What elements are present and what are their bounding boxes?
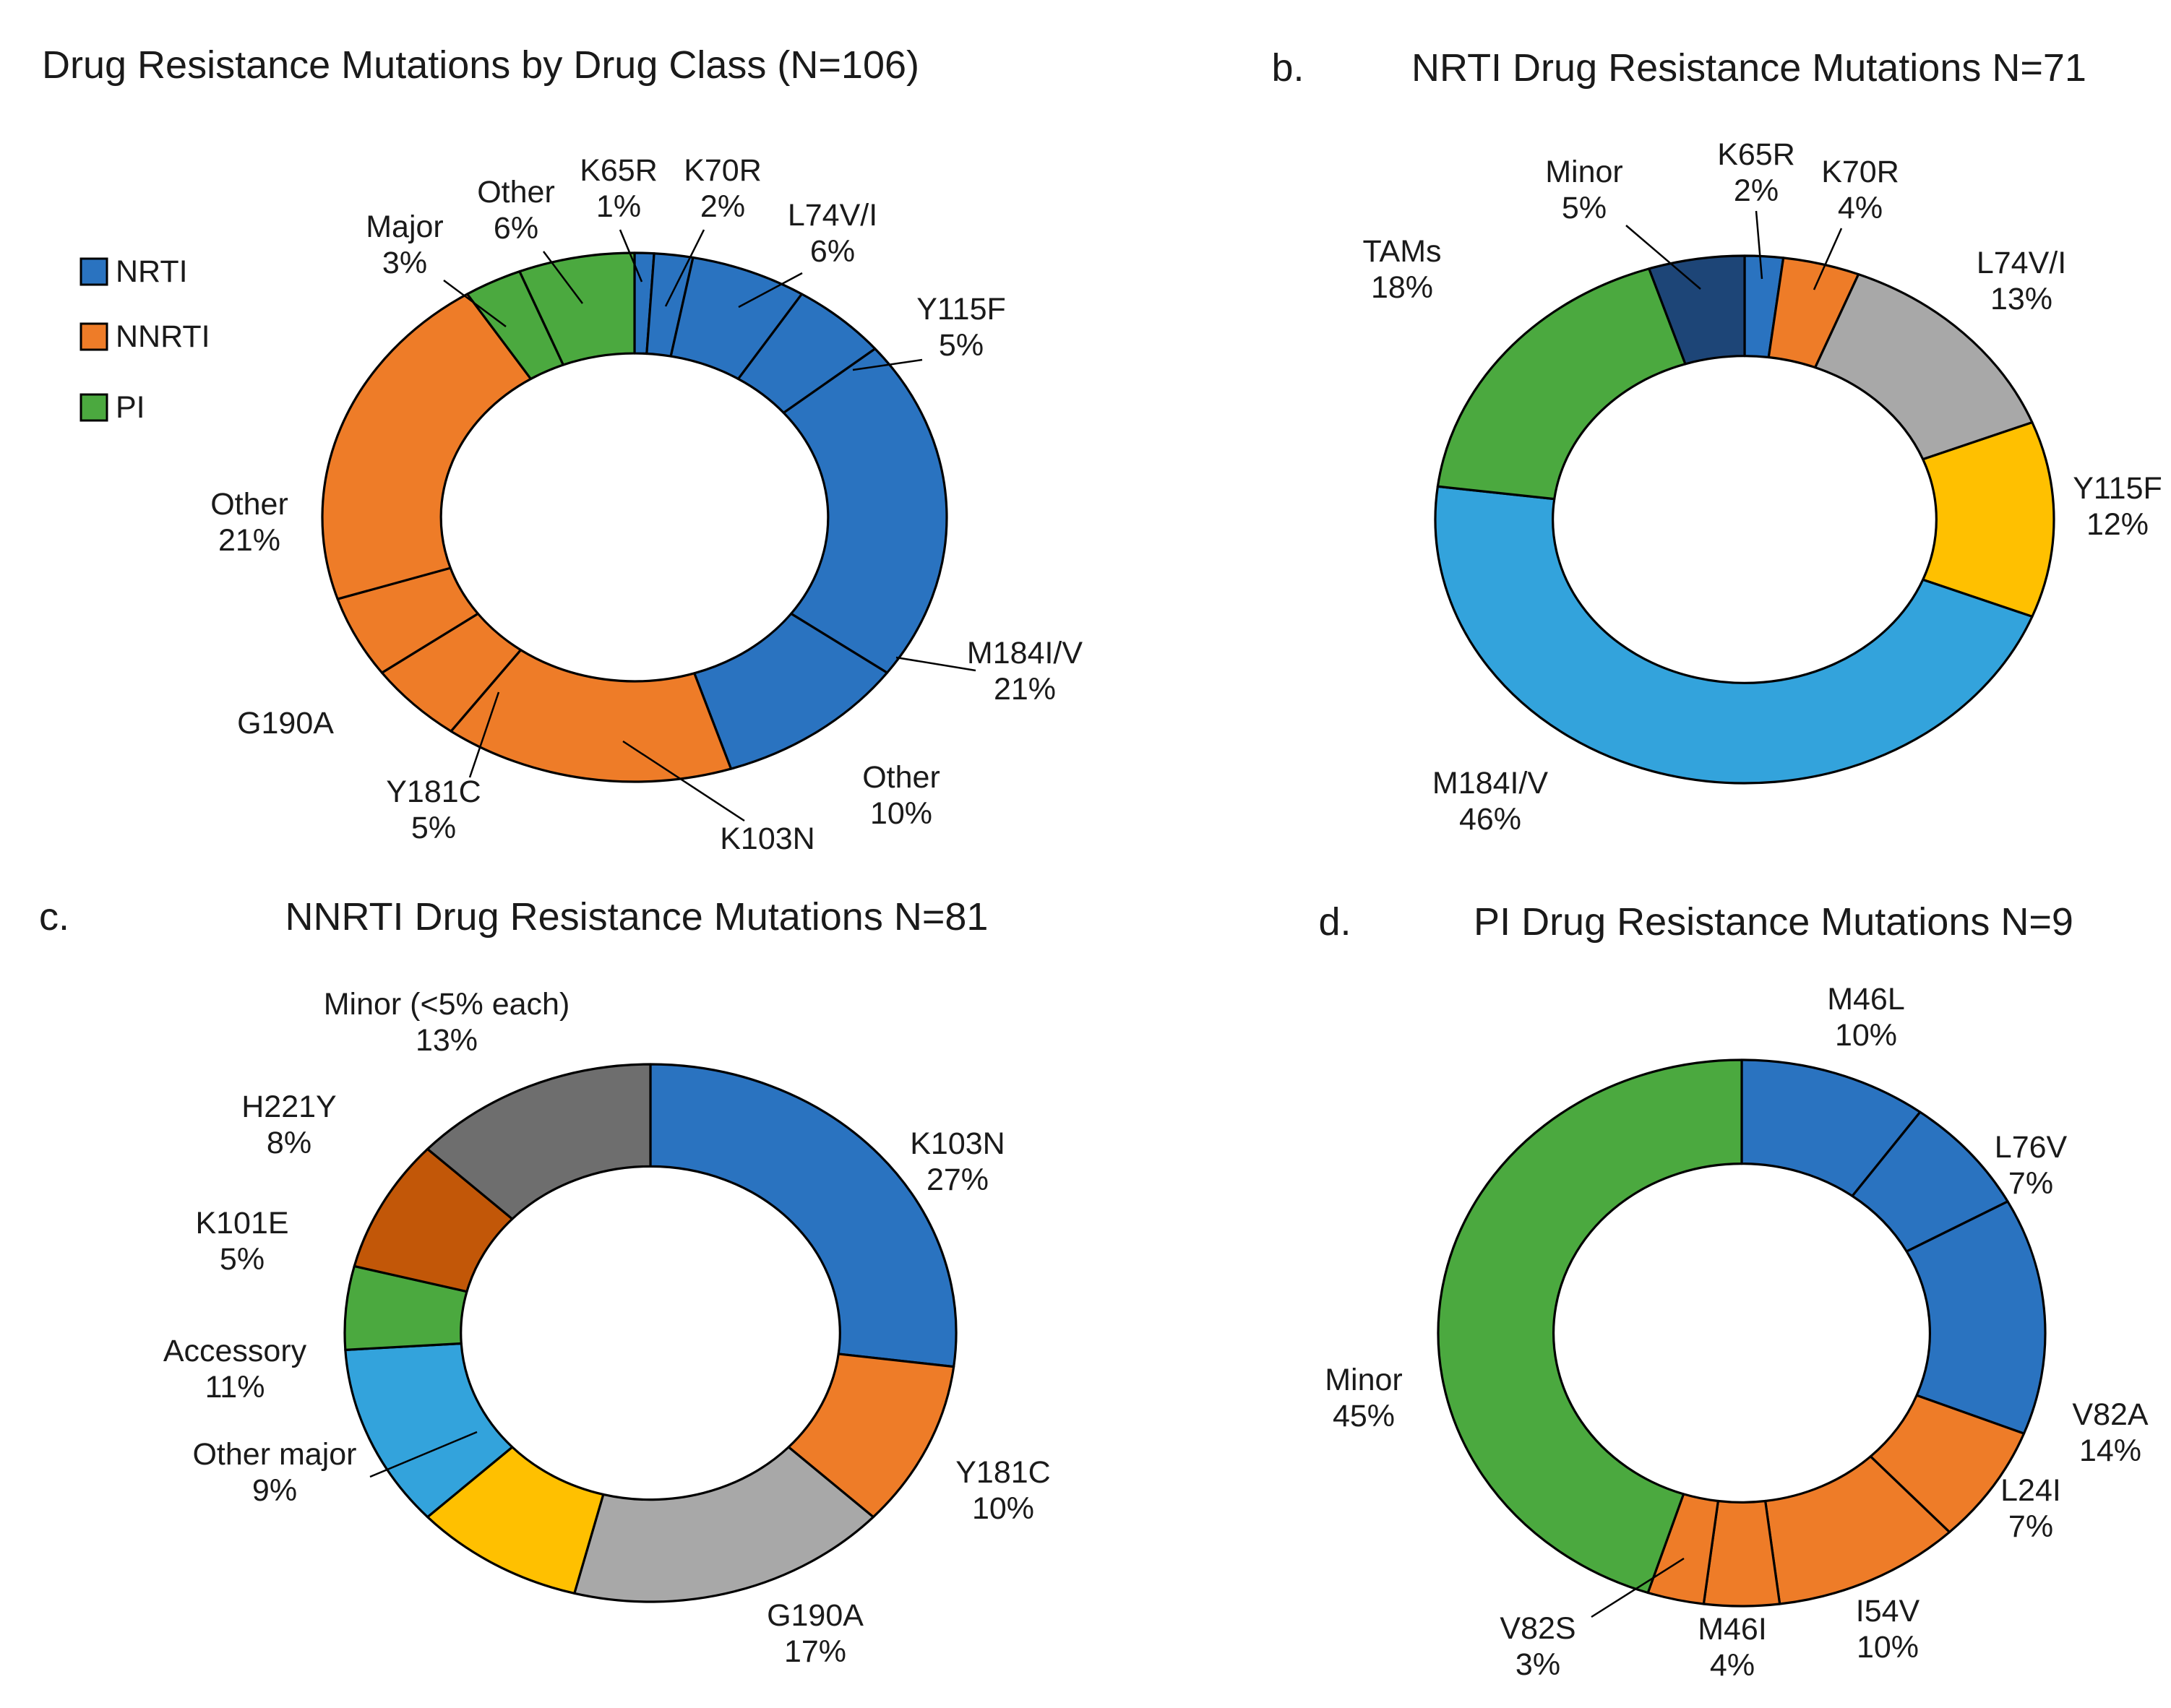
segment-label-l76v: L76V 7% bbox=[1995, 1130, 2068, 1201]
segment-label-k101e: K101E 5% bbox=[195, 1206, 288, 1277]
donut-chart-drug-class: Drug Resistance Mutations by Drug Class … bbox=[42, 43, 1083, 856]
segment-label-i54v: I54V 10% bbox=[1856, 1594, 1920, 1665]
segment-label-other: Other 10% bbox=[862, 760, 940, 831]
segment-label-other-major: Other major 9% bbox=[192, 1437, 356, 1508]
donut-segment-k103n bbox=[450, 648, 733, 783]
leader-line-k70r bbox=[1813, 228, 1843, 290]
segment-label-y115f: Y115F 5% bbox=[916, 292, 1006, 363]
leader-line-k65r bbox=[619, 229, 643, 282]
legend-label-nrti: NRTI bbox=[116, 254, 188, 289]
donut-segment-m184i-v bbox=[782, 348, 948, 674]
donut-segment-other bbox=[321, 293, 533, 600]
segment-label-k103n: K103N 27% bbox=[910, 1126, 1005, 1197]
segment-label-l24i: L24I 7% bbox=[2000, 1473, 2061, 1544]
segment-label-v82a: V82A 14% bbox=[2072, 1397, 2149, 1468]
donut-segment-l74v-i bbox=[1814, 273, 2034, 461]
segment-label-minor-5-each-: Minor (<5% each) 13% bbox=[324, 987, 570, 1058]
panel-a-all-classes: Drug Resistance Mutations by Drug Class … bbox=[0, 0, 1086, 856]
legend-label-nnrti: NNRTI bbox=[116, 319, 210, 354]
donut-chart-nnrti: c. NNRTI Drug Resistance Mutations N=81 … bbox=[39, 895, 1051, 1669]
segment-label-h221y: H221Y 8% bbox=[241, 1090, 336, 1160]
segment-label-k65r: K65R 1% bbox=[580, 153, 658, 224]
segment-label-l74v-i: L74V/I 6% bbox=[788, 198, 877, 269]
segment-label-k70r: K70R 4% bbox=[1821, 155, 1899, 225]
leader-line-m184i-v bbox=[895, 656, 976, 672]
panel-b-nrti: b. NRTI Drug Resistance Mutations N=71 K… bbox=[1086, 0, 2171, 854]
donut-chart-nrti: b. NRTI Drug Resistance Mutations N=71 K… bbox=[1271, 46, 2162, 837]
segment-label-k103n: K103N bbox=[720, 821, 814, 856]
donut-segments-c: K103N 27% Y181C 10% G190A 17% Other major 9% Acc… bbox=[163, 987, 1051, 1669]
chart-title: NRTI Drug Resistance Mutations N=71 bbox=[1411, 46, 2086, 90]
legend-swatch-pi bbox=[79, 393, 108, 422]
segment-label-y181c: Y181C 5% bbox=[386, 775, 481, 845]
donut-segments-d: M46L 10% L76V 7% V82A 14%L24I 7% I54V 10% M46I 4% V… bbox=[1325, 982, 2149, 1683]
segment-label-m184i-v: M184I/V 46% bbox=[1432, 766, 1548, 837]
segment-label-minor: Minor 45% bbox=[1325, 1363, 1403, 1433]
segment-label-g190a: G190A 17% bbox=[767, 1598, 864, 1669]
segment-label-major: Major 3% bbox=[366, 210, 444, 280]
donut-segment-tams bbox=[1436, 267, 1687, 501]
leader-line-minor bbox=[1625, 225, 1701, 290]
segment-label-m46i: M46I 4% bbox=[1698, 1612, 1767, 1683]
panel-letter: c. bbox=[39, 895, 69, 939]
donut-chart-pi: d. PI Drug Resistance Mutations N=9 M46L… bbox=[1318, 900, 2149, 1683]
segment-label-m46l: M46L 10% bbox=[1827, 982, 1905, 1053]
leader-line-k70r bbox=[664, 229, 705, 307]
chart-title: NNRTI Drug Resistance Mutations N=81 bbox=[285, 895, 989, 939]
leader-line-k103n bbox=[622, 740, 745, 822]
donut-segment-g190a bbox=[573, 1446, 874, 1603]
panel-letter: d. bbox=[1318, 900, 1351, 944]
leader-line-k65r bbox=[1755, 210, 1763, 280]
donut-segment-k103n bbox=[649, 1063, 958, 1368]
panel-d-pi: d. PI Drug Resistance Mutations N=9 M46L… bbox=[1086, 854, 2171, 1708]
chart-title: PI Drug Resistance Mutations N=9 bbox=[1474, 900, 2073, 944]
donut-segments-b: K65R 2% K70R 4% L74V/I 13% Y115F 12% M184I/V 46% T… bbox=[1362, 137, 2162, 837]
donut-segment-m184i-v bbox=[1434, 485, 2034, 785]
leader-line-other-major bbox=[369, 1431, 478, 1478]
segment-label-minor: Minor 5% bbox=[1545, 155, 1623, 225]
segment-label-k65r: K65R 2% bbox=[1717, 137, 1795, 208]
segment-label-g190a: G190A bbox=[237, 706, 334, 741]
leader-line-y115f bbox=[852, 358, 923, 371]
segment-label-accessory: Accessory 11% bbox=[163, 1334, 307, 1405]
segment-label-other: Other 21% bbox=[210, 487, 288, 558]
panel-letter: b. bbox=[1271, 46, 1304, 90]
segment-label-y181c: Y181C 10% bbox=[955, 1455, 1050, 1526]
segment-label-y115f: Y115F 12% bbox=[2073, 471, 2162, 542]
segment-label-tams: TAMs 18% bbox=[1362, 234, 1441, 305]
donut-segment-minor bbox=[1437, 1058, 1743, 1595]
leader-line-major bbox=[443, 279, 507, 328]
legend-label-pi: PI bbox=[116, 390, 145, 425]
donut-segment-minor-5-each- bbox=[426, 1063, 652, 1220]
donut-segment-minor bbox=[1648, 254, 1746, 366]
legend-swatch-nrti bbox=[79, 257, 108, 286]
legend: NRTI NNRTI PI bbox=[79, 254, 210, 425]
leader-line-l74v-i bbox=[738, 272, 803, 309]
leader-line-y181c bbox=[468, 691, 500, 778]
segment-label-v82s: V82S 3% bbox=[1500, 1611, 1575, 1682]
segment-label-k70r: K70R 2% bbox=[684, 153, 762, 224]
leader-line-other bbox=[543, 251, 583, 304]
donut-segments-a: K65R 1% K70R 2% L74V/I 6% Y115F 5% M184I/V 21% Oth… bbox=[210, 153, 1083, 856]
segment-label-l74v-i: L74V/I 13% bbox=[1977, 246, 2066, 316]
segment-label-other: Other 6% bbox=[477, 175, 555, 246]
segment-label-m184i-v: M184I/V 21% bbox=[967, 636, 1083, 707]
donut-segment-other bbox=[518, 251, 636, 366]
leader-line-v82s bbox=[1591, 1557, 1685, 1618]
legend-swatch-nnrti bbox=[79, 322, 108, 351]
chart-title: Drug Resistance Mutations by Drug Class … bbox=[42, 43, 919, 87]
panel-c-nnrti: c. NNRTI Drug Resistance Mutations N=81 … bbox=[0, 854, 1086, 1708]
